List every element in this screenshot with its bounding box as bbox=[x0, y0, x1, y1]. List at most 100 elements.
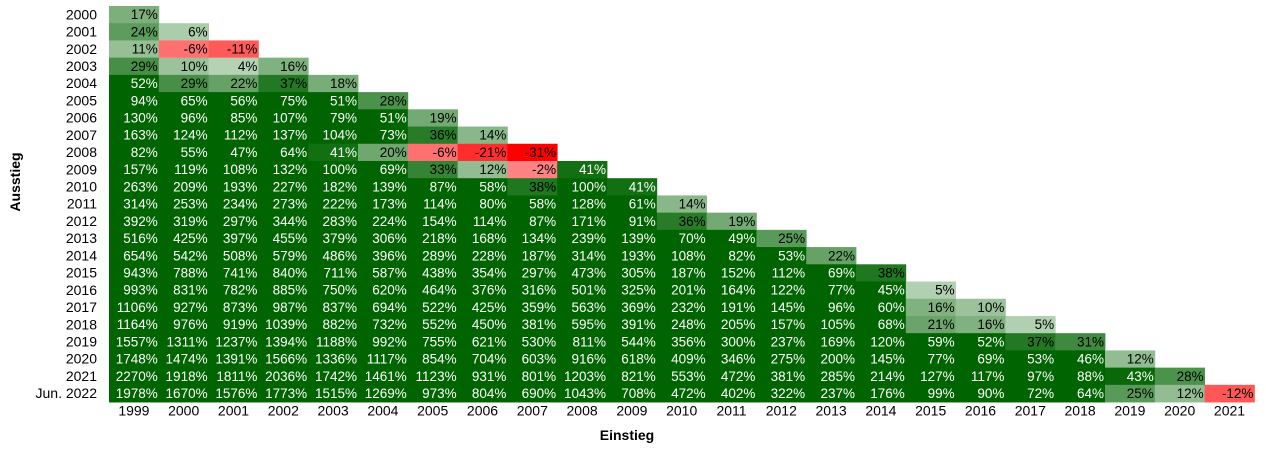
heatmap-cell-label: 873% bbox=[223, 300, 258, 315]
y-tick-label: Jun. 2022 bbox=[36, 385, 98, 401]
heatmap-cell-label: 61% bbox=[629, 197, 656, 212]
heatmap-cell bbox=[407, 195, 458, 214]
heatmap-cell-label: 1461% bbox=[365, 369, 407, 384]
heatmap-cell-label: 120% bbox=[870, 334, 905, 349]
heatmap-cell bbox=[308, 264, 359, 282]
heatmap-cell bbox=[258, 367, 309, 386]
heatmap-cell bbox=[258, 350, 309, 369]
heatmap-cell-label: 508% bbox=[223, 248, 258, 263]
heatmap-cell bbox=[109, 333, 160, 351]
heatmap-cell-label: 621% bbox=[472, 334, 507, 349]
heatmap-cell-label: 5% bbox=[935, 283, 955, 298]
x-tick-label: 2003 bbox=[318, 402, 349, 418]
y-tick-label: 2004 bbox=[66, 75, 97, 91]
heatmap-cell bbox=[158, 264, 209, 282]
heatmap-cell bbox=[756, 315, 807, 334]
heatmap-cell-label: 187% bbox=[671, 265, 706, 280]
heatmap-cell bbox=[457, 229, 508, 248]
heatmap-cell-label: 369% bbox=[621, 300, 656, 315]
heatmap-cell bbox=[656, 264, 707, 282]
heatmap-cell-label: 1474% bbox=[166, 352, 208, 367]
heatmap-cell bbox=[208, 333, 259, 351]
heatmap-cell-label: 603% bbox=[522, 352, 557, 367]
x-tick-label: 2006 bbox=[467, 402, 498, 418]
heatmap-cell-label: 346% bbox=[721, 352, 756, 367]
y-tick-label: 2015 bbox=[66, 265, 97, 281]
heatmap-cell bbox=[706, 333, 757, 351]
heatmap-cell-label: 306% bbox=[372, 231, 407, 246]
heatmap-cell bbox=[407, 264, 458, 282]
heatmap-cell-label: 397% bbox=[223, 231, 258, 246]
x-tick-label: 2019 bbox=[1114, 402, 1145, 418]
heatmap-cell bbox=[208, 367, 259, 386]
heatmap-cell bbox=[607, 229, 658, 248]
heatmap-cell bbox=[158, 298, 209, 317]
heatmap-cell bbox=[607, 178, 658, 196]
heatmap-cell-label: 69% bbox=[828, 265, 855, 280]
heatmap-cell bbox=[158, 178, 209, 196]
heatmap-cell-label: -6% bbox=[433, 145, 457, 160]
heatmap-cell-label: 708% bbox=[621, 386, 656, 401]
heatmap-cell-label: 24% bbox=[131, 24, 158, 39]
heatmap-cell-label: 222% bbox=[322, 197, 357, 212]
heatmap-cell-label: 618% bbox=[621, 352, 656, 367]
y-tick-label: 2007 bbox=[66, 127, 97, 143]
heatmap-cell bbox=[607, 350, 658, 369]
heatmap-cell bbox=[258, 74, 309, 93]
y-tick-label: 2012 bbox=[66, 213, 97, 229]
heatmap-cell bbox=[557, 350, 608, 369]
heatmap-cell-label: 273% bbox=[273, 197, 308, 212]
heatmap-cell bbox=[109, 229, 160, 248]
heatmap-cell-label: 552% bbox=[422, 317, 457, 332]
heatmap-cell bbox=[856, 367, 907, 386]
heatmap-cell bbox=[208, 92, 259, 110]
y-tick-label: 2000 bbox=[66, 6, 97, 22]
heatmap-cell bbox=[806, 264, 857, 282]
heatmap-cell-label: 47% bbox=[230, 145, 257, 160]
heatmap-cell-label: 1566% bbox=[265, 352, 307, 367]
heatmap-cell bbox=[955, 384, 1006, 403]
heatmap-cell bbox=[407, 350, 458, 369]
heatmap-cell bbox=[905, 384, 956, 403]
heatmap-cell-label: 43% bbox=[1127, 369, 1154, 384]
heatmap-cell bbox=[557, 281, 608, 300]
heatmap-cell-label: 19% bbox=[430, 110, 457, 125]
heatmap-cell-label: 157% bbox=[123, 162, 158, 177]
heatmap-cell-label: 455% bbox=[273, 231, 308, 246]
heatmap-cell bbox=[109, 6, 160, 24]
heatmap-cell bbox=[756, 247, 807, 265]
heatmap-cell-label: 314% bbox=[571, 248, 606, 263]
heatmap-cell bbox=[507, 143, 558, 162]
heatmap-cell-label: 316% bbox=[522, 283, 557, 298]
heatmap-cell-label: 28% bbox=[1177, 369, 1204, 384]
heatmap-cell bbox=[905, 298, 956, 317]
heatmap-cell bbox=[208, 229, 259, 248]
heatmap-cell bbox=[358, 229, 409, 248]
heatmap-cell bbox=[557, 264, 608, 282]
heatmap-cell bbox=[109, 384, 160, 403]
heatmap-cell-label: 359% bbox=[522, 300, 557, 315]
heatmap-cell bbox=[109, 143, 160, 162]
heatmap-cell bbox=[507, 160, 558, 179]
heatmap-cell bbox=[955, 367, 1006, 386]
heatmap-cell-label: 122% bbox=[771, 283, 806, 298]
heatmap-cell-label: 145% bbox=[771, 300, 806, 315]
heatmap-cell bbox=[407, 384, 458, 403]
heatmap-cell-label: 171% bbox=[571, 214, 606, 229]
heatmap-cell-label: 58% bbox=[479, 179, 506, 194]
heatmap-cell-label: -21% bbox=[475, 145, 507, 160]
heatmap-cell bbox=[457, 315, 508, 334]
heatmap-cell bbox=[706, 350, 757, 369]
heatmap-cell bbox=[457, 367, 508, 386]
heatmap-cell-label: 163% bbox=[123, 128, 158, 143]
heatmap-cell-label: 21% bbox=[928, 317, 955, 332]
heatmap-cell-label: 1237% bbox=[215, 334, 257, 349]
heatmap-cell bbox=[109, 23, 160, 41]
heatmap-cell-label: 1336% bbox=[315, 352, 357, 367]
heatmap-cell bbox=[507, 281, 558, 300]
heatmap-cell-label: 51% bbox=[330, 93, 357, 108]
heatmap-cell-label: 811% bbox=[572, 334, 606, 349]
heatmap-cell-label: 322% bbox=[771, 386, 806, 401]
heatmap-cell bbox=[358, 264, 409, 282]
heatmap-cell-label: 18% bbox=[330, 76, 357, 91]
